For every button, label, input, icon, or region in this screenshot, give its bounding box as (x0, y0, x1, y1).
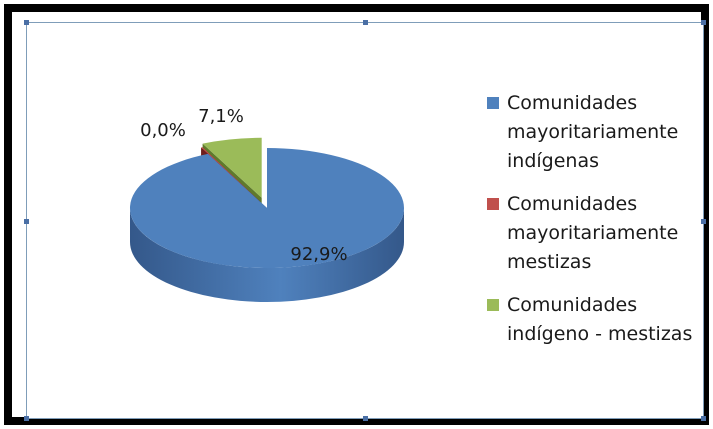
legend-label-line: mayoritariamente (507, 121, 679, 143)
legend-label-line: indígenas (507, 150, 599, 172)
legend-item-mestizas: Comunidades mayoritariamente mestizas (485, 190, 700, 277)
resize-handle-left[interactable] (24, 219, 29, 224)
resize-handle-bottom[interactable] (363, 416, 368, 421)
legend-label-line: mestizas (507, 251, 592, 273)
legend-label-line: Comunidades (507, 193, 638, 215)
data-label-indigenas: 92,9% (290, 244, 347, 265)
legend-label-line: Comunidades (507, 294, 638, 316)
legend-swatch-mestizas (487, 198, 499, 210)
chart-frame: 92,9% 0,0% 7,1% Comunidades mayoritariamen… (4, 4, 709, 425)
pie-slice-indigenas (129, 148, 404, 302)
resize-handle-top-left[interactable] (24, 20, 29, 25)
resize-handle-bottom-right[interactable] (701, 416, 706, 421)
legend-label-line: Comunidades (507, 92, 638, 114)
data-label-mestizas: 0,0% (140, 120, 186, 141)
chart-area[interactable]: 92,9% 0,0% 7,1% Comunidades mayoritariamen… (24, 20, 706, 421)
legend-label-line: indígeno - mestizas (507, 323, 693, 345)
legend-swatch-indigeno-mestizas (487, 299, 499, 311)
resize-handle-right[interactable] (701, 219, 706, 224)
data-label-indigeno-mestizas: 7,1% (198, 106, 244, 127)
pie-chart: 92,9% 0,0% 7,1% (129, 106, 404, 302)
resize-handle-top-right[interactable] (701, 20, 706, 25)
resize-handle-top[interactable] (363, 20, 368, 25)
legend-item-indigeno-mestizas: Comunidades indígeno - mestizas (485, 291, 700, 349)
legend: Comunidades mayoritariamente indígenas C… (485, 89, 700, 363)
resize-handle-bottom-left[interactable] (24, 416, 29, 421)
legend-item-indigenas: Comunidades mayoritariamente indígenas (485, 89, 700, 176)
legend-label-line: mayoritariamente (507, 222, 679, 244)
legend-swatch-indigenas (487, 97, 499, 109)
